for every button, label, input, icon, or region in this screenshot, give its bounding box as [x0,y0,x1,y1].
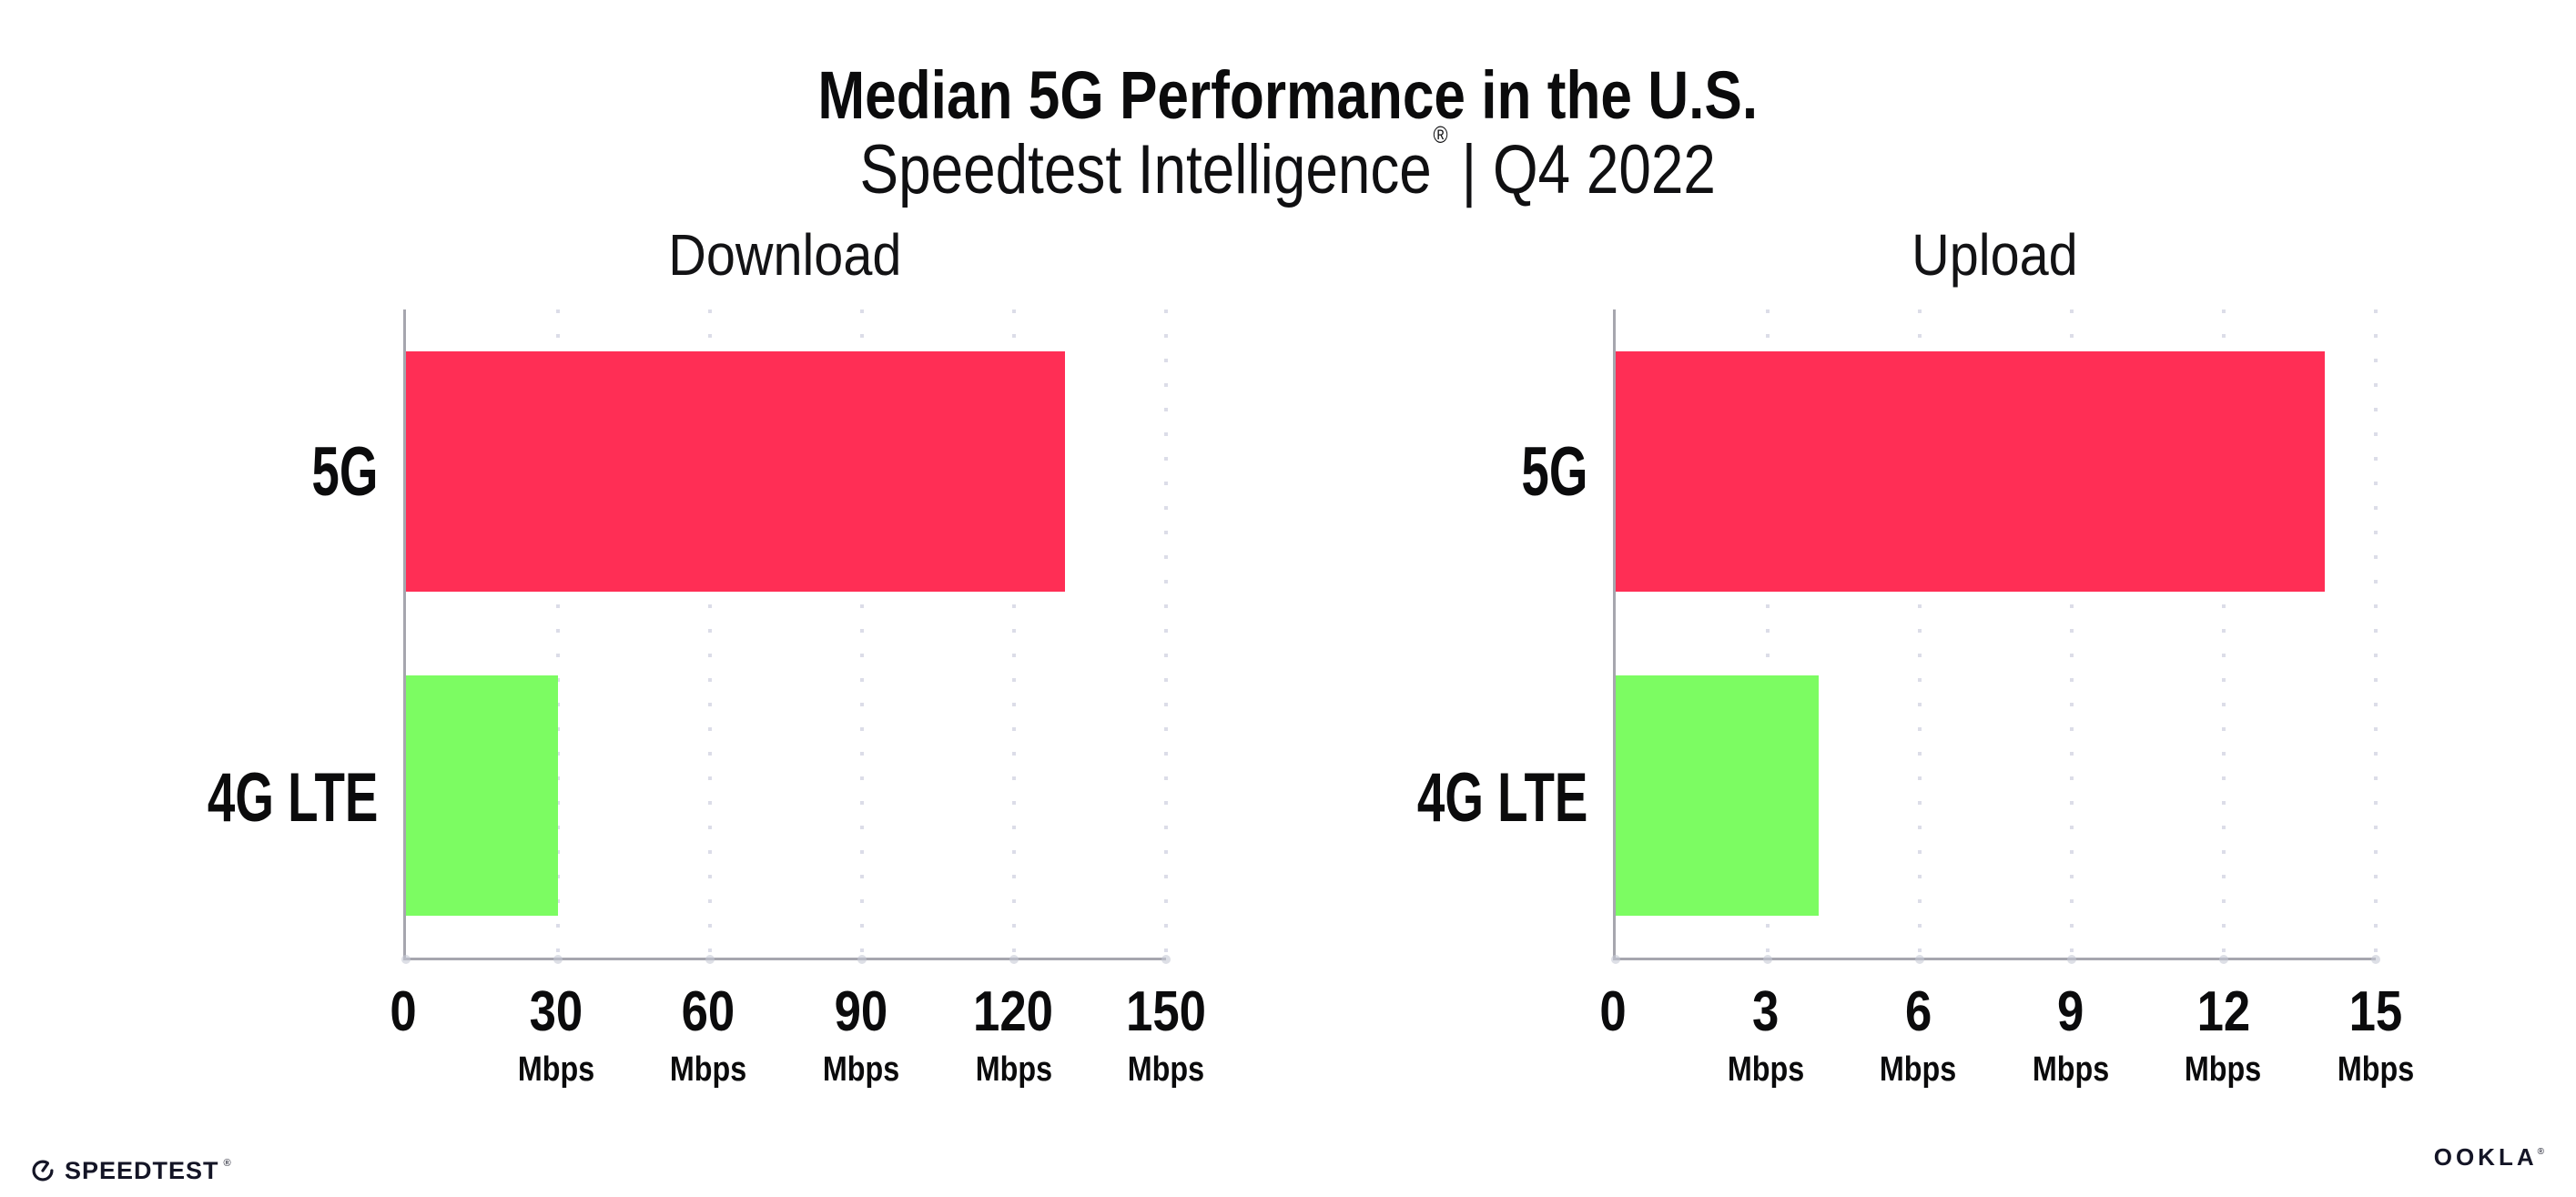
x-tick-0: 0 [388,960,419,1040]
x-tick-120: 120 Mbps [967,960,1060,1089]
subtitle-period: | Q4 2022 [1461,131,1717,208]
x-tick-unit: Mbps [2185,1050,2262,1089]
axis-tick-dot-120 [1009,955,1019,964]
upload-bars [1616,309,2376,958]
axis-tick-dot-90 [857,955,867,964]
x-tick-150: 150 Mbps [1119,960,1212,1089]
upload-chart-body: 5G 4G LTE [1342,309,2380,964]
bar-5g [1616,351,2326,592]
x-tick-unit: Mbps [1127,1050,1205,1089]
gridline-9 [2070,309,2074,958]
x-tick-value: 60 [681,980,735,1043]
speedtest-wordmark: SPEEDTEST [65,1156,219,1184]
x-tick-value: 6 [1904,980,1932,1043]
category-label-5g: 5G [1520,433,1587,512]
gridline-30 [556,309,560,958]
download-chart: Download 5G 4G LTE 0 30 Mbps 60 Mbps 90 Mbps 120… [132,222,1206,1097]
axis-tick-dot-0 [401,955,411,964]
x-tick-value: 0 [390,980,417,1043]
upload-plot-area [1611,309,2380,964]
x-tick-unit: Mbps [517,1050,594,1089]
x-tick-value: 15 [2348,980,2403,1043]
axis-tick-dot-12 [2219,955,2228,964]
x-tick-unit: Mbps [2032,1050,2109,1089]
bar-row-5g [1616,309,2376,634]
subtitle-brand: Speedtest Intelligence [859,131,1433,208]
x-tick-value: 120 [973,980,1054,1043]
axis-tick-dot-9 [2067,955,2076,964]
axis-tick-dot-6 [1915,955,1924,964]
gridline-6 [1918,309,1922,958]
bar-5g [406,351,1065,592]
registered-trademark-icon: ® [1433,121,1448,148]
page-title: Median 5G Performance in the U.S. [0,56,2576,133]
bar-row-4g-lte [406,634,1166,958]
gridline-120 [1012,309,1016,958]
ookla-logo: OOKLA® [2434,1145,2544,1170]
x-tick-unit: Mbps [975,1050,1052,1089]
download-chart-title: Download [667,222,902,288]
gridline-60 [708,309,712,958]
x-tick-60: 60 Mbps [664,960,754,1089]
axis-tick-dot-150 [1161,955,1171,964]
bar-row-5g [406,309,1166,634]
x-tick-15: 15 Mbps [2330,960,2420,1089]
gridline-150 [1164,309,1168,958]
axis-tick-dot-3 [1763,955,1772,964]
bar-row-4g-lte [1616,634,2376,958]
x-tick-unit: Mbps [1727,1050,1804,1089]
category-label-4g-lte: 4G LTE [1416,758,1587,837]
x-tick-unit: Mbps [670,1050,747,1089]
x-tick-6: 6 Mbps [1873,960,1963,1089]
speedtest-gauge-icon [32,1160,54,1182]
page-title-text: Median 5G Performance in the U.S. [817,56,1759,133]
upload-y-axis-labels: 5G 4G LTE [1342,309,1613,960]
x-tick-30: 30 Mbps [511,960,601,1089]
speedtest-registered-icon: ® [223,1158,231,1169]
upload-x-axis-labels: 0 3 Mbps 6 Mbps 9 Mbps 12 Mbps 15 Mbps [1599,960,2414,1106]
download-chart-body: 5G 4G LTE [132,309,1171,964]
page-subtitle: Speedtest Intelligence® | Q4 2022 [0,93,2576,212]
ookla-registered-icon: ® [2537,1147,2544,1157]
download-plot-area [401,309,1171,964]
gridline-90 [860,309,864,958]
x-tick-value: 30 [529,980,583,1043]
download-y-axis-labels: 5G 4G LTE [132,309,403,960]
x-tick-value: 90 [834,980,888,1043]
gridline-15 [2374,309,2378,958]
axis-tick-dot-15 [2371,955,2380,964]
download-x-axis-labels: 0 30 Mbps 60 Mbps 90 Mbps 120 Mbps 150 Mbps [390,960,1206,1106]
x-tick-0: 0 [1597,960,1628,1040]
bar-4g-lte [1616,675,1819,916]
category-label-5g: 5G [310,433,378,512]
category-label-4g-lte: 4G LTE [207,758,378,837]
axis-tick-dot-60 [705,955,715,964]
x-tick-3: 3 Mbps [1720,960,1810,1089]
upload-chart-title: Upload [1911,222,2078,288]
x-tick-12: 12 Mbps [2178,960,2268,1089]
x-tick-value: 0 [1599,980,1627,1043]
speedtest-logo: SPEEDTEST ® [30,1158,231,1183]
x-tick-unit: Mbps [1880,1050,1957,1089]
x-tick-value: 150 [1126,980,1206,1043]
axis-tick-dot-0 [1611,955,1620,964]
gridline-3 [1766,309,1770,958]
x-tick-value: 9 [2057,980,2084,1043]
axis-tick-dot-30 [553,955,563,964]
x-tick-unit: Mbps [2337,1050,2415,1089]
gridline-12 [2222,309,2226,958]
x-tick-9: 9 Mbps [2025,960,2115,1089]
upload-chart: Upload 5G 4G LTE 0 3 Mbps 6 Mbps 9 Mbps 12 Mbps 15… [1342,222,2415,1097]
download-bars [406,309,1166,958]
x-tick-value: 12 [2196,980,2250,1043]
bar-4g-lte [406,675,558,916]
x-tick-90: 90 Mbps [816,960,906,1089]
x-tick-value: 3 [1751,980,1780,1043]
ookla-wordmark: OOKLA [2433,1143,2538,1171]
x-tick-unit: Mbps [822,1050,899,1089]
